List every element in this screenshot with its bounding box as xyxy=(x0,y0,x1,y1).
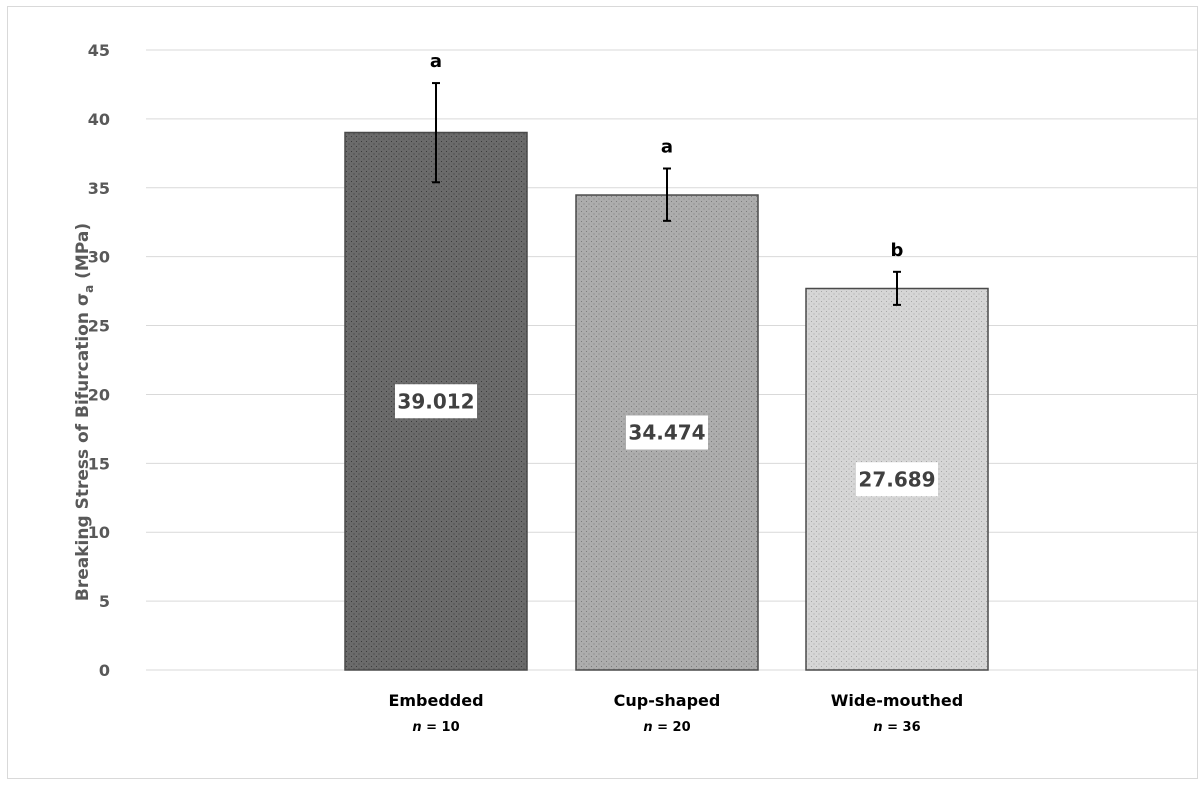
y-tick-label: 30 xyxy=(88,248,110,267)
y-tick-label: 25 xyxy=(88,317,110,336)
error-bars: a a b xyxy=(430,51,904,306)
y-tick-label: 45 xyxy=(88,41,110,60)
data-label-box xyxy=(626,415,708,450)
error-bar xyxy=(432,82,440,184)
chart-border xyxy=(7,6,1198,779)
data-label: 39.012 xyxy=(395,384,477,419)
y-tick-label: 10 xyxy=(88,523,110,542)
gridlines xyxy=(146,49,1197,671)
data-label-box xyxy=(395,384,477,419)
category-label: Cup-shaped xyxy=(614,691,721,710)
y-axis-label: Breaking Stress of Bifurcation σa (MPa) xyxy=(73,223,96,601)
y-axis-ticks: 0 5 10 15 20 25 30 35 40 45 xyxy=(88,41,110,680)
y-tick-label: 20 xyxy=(88,385,110,404)
sample-size-label: n = 20 xyxy=(643,720,690,735)
data-label: 27.689 xyxy=(856,462,938,497)
sample-size-label: n = 10 xyxy=(412,720,459,735)
y-tick-label: 40 xyxy=(88,110,110,129)
y-tick-label: 35 xyxy=(88,179,110,198)
data-label-text: 34.474 xyxy=(628,421,705,445)
error-bar xyxy=(893,270,901,306)
category-label: Embedded xyxy=(388,691,483,710)
y-tick-label: 15 xyxy=(88,454,110,473)
y-tick-label: 5 xyxy=(99,592,110,611)
sample-size-label: n = 36 xyxy=(873,720,920,735)
y-tick-label: 0 xyxy=(99,661,110,680)
data-label-text: 27.689 xyxy=(858,467,935,491)
category-label: Wide-mouthed xyxy=(831,691,963,710)
data-label-text: 39.012 xyxy=(397,389,474,413)
significance-letter: a xyxy=(661,136,673,157)
significance-letter: b xyxy=(891,240,904,261)
significance-letter: a xyxy=(430,51,442,72)
error-bar xyxy=(663,167,671,222)
bar-embedded xyxy=(344,131,528,671)
data-labels: 39.012 34.474 27.689 xyxy=(395,384,938,497)
category-labels: Embedded n = 10 Cup-shaped n = 20 Wide-mouth… xyxy=(388,691,963,735)
data-label-box xyxy=(856,462,938,497)
data-label: 34.474 xyxy=(626,415,708,450)
